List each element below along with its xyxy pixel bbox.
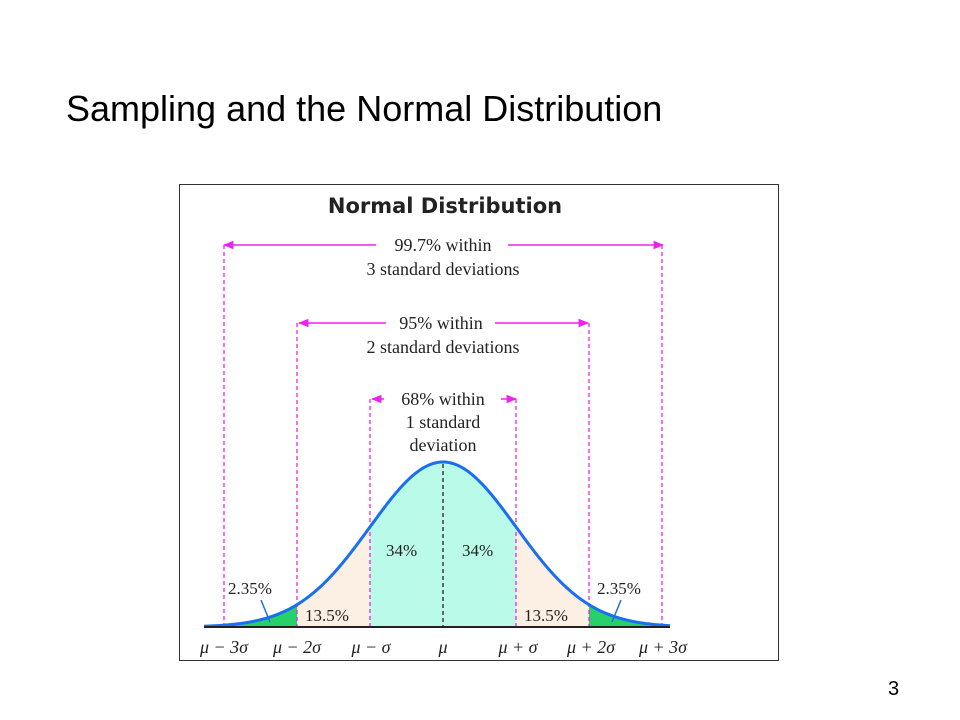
pointer-right-outer bbox=[611, 599, 622, 623]
label-left-outer: 2.35% bbox=[228, 579, 272, 598]
axis-label-mu-plus-2sigma: μ + 2σ bbox=[566, 637, 616, 657]
page-number: 3 bbox=[888, 678, 900, 700]
axis-label-mu-plus-sigma: μ + σ bbox=[497, 637, 538, 657]
range-1sd-line1: 68% within bbox=[401, 389, 485, 409]
label-left-inner: 34% bbox=[386, 541, 417, 560]
axis-label-mu-minus-sigma: μ − σ bbox=[350, 637, 391, 657]
axis-label-mu-minus-2sigma: μ − 2σ bbox=[272, 637, 322, 657]
range-3sd-line2: 3 standard deviations bbox=[367, 259, 520, 279]
figure-title: Normal Distribution bbox=[328, 194, 562, 218]
range-2sd-line2: 2 standard deviations bbox=[367, 337, 520, 357]
range-1sd: 68% within 1 standard deviation bbox=[370, 389, 518, 455]
guide-lines bbox=[223, 245, 663, 627]
band-left-outer bbox=[224, 604, 297, 627]
slide-title: Sampling and the Normal Distribution bbox=[66, 88, 663, 129]
label-right-outer: 2.35% bbox=[597, 579, 641, 598]
range-1sd-line2: 1 standard bbox=[406, 412, 480, 432]
bell-curve bbox=[203, 460, 671, 628]
axis-label-mu-minus-3sigma: μ − 3σ bbox=[199, 637, 249, 657]
label-right-inner: 34% bbox=[462, 541, 493, 560]
axis-labels: μ − 3σ μ − 2σ μ − σ μ μ + σ μ + 2σ μ + 3… bbox=[199, 637, 688, 657]
range-2sd-line1: 95% within bbox=[399, 313, 483, 333]
axis-label-mu: μ bbox=[437, 637, 447, 657]
label-right-middle: 13.5% bbox=[524, 606, 568, 625]
range-3sd: 99.7% within 3 standard deviations bbox=[222, 235, 665, 279]
range-1sd-line3: deviation bbox=[410, 435, 477, 455]
label-left-middle: 13.5% bbox=[305, 606, 349, 625]
pointer-left-outer bbox=[260, 599, 271, 623]
axis-label-mu-plus-3sigma: μ + 3σ bbox=[638, 637, 688, 657]
range-3sd-line1: 99.7% within bbox=[395, 235, 492, 255]
range-2sd: 95% within 2 standard deviations bbox=[297, 313, 590, 357]
band-right-outer bbox=[589, 604, 662, 627]
